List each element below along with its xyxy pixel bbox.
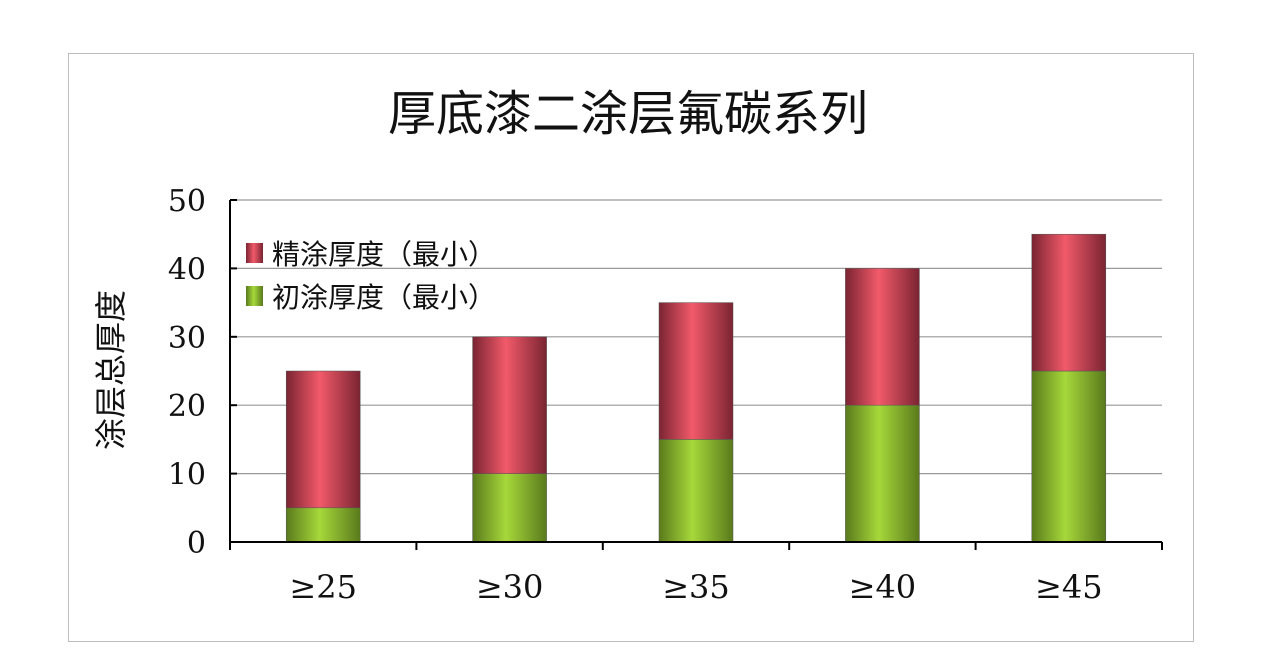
bar-finish-coat: [285, 370, 361, 509]
x-tick-label: ≥45: [1035, 568, 1103, 606]
bar-finish-coat: [845, 268, 920, 406]
y-tick-label: 40: [168, 252, 206, 287]
legend-label: 初涂厚度（最小）: [272, 281, 496, 314]
y-tick-label: 50: [168, 184, 206, 219]
y-axis-label: 涂层总厚度: [92, 290, 130, 450]
bar-initial-coat: [472, 473, 547, 543]
y-tick-label: 20: [168, 389, 206, 424]
x-tick-label: ≥25: [289, 568, 357, 606]
bar-finish-coat: [658, 302, 734, 440]
legend-swatch: [246, 286, 263, 306]
chart-frame: [68, 53, 1194, 642]
bar-initial-coat: [658, 439, 734, 543]
bar-finish-coat: [1031, 233, 1107, 372]
x-tick-label: ≥30: [476, 568, 544, 606]
x-tick-label: ≥35: [662, 568, 730, 606]
y-tick-label: 0: [187, 526, 206, 561]
bar-initial-coat: [1031, 370, 1107, 543]
chart-title: 厚底漆二涂层氟碳系列: [388, 86, 868, 142]
bar-finish-coat: [472, 336, 547, 474]
x-tick-label: ≥40: [849, 568, 917, 606]
y-tick-label: 30: [168, 321, 206, 356]
y-tick-label: 10: [168, 458, 206, 493]
legend-swatch: [246, 243, 263, 263]
bar-initial-coat: [285, 507, 361, 543]
legend-label: 精涂厚度（最小）: [272, 238, 496, 271]
bar-initial-coat: [845, 404, 920, 543]
